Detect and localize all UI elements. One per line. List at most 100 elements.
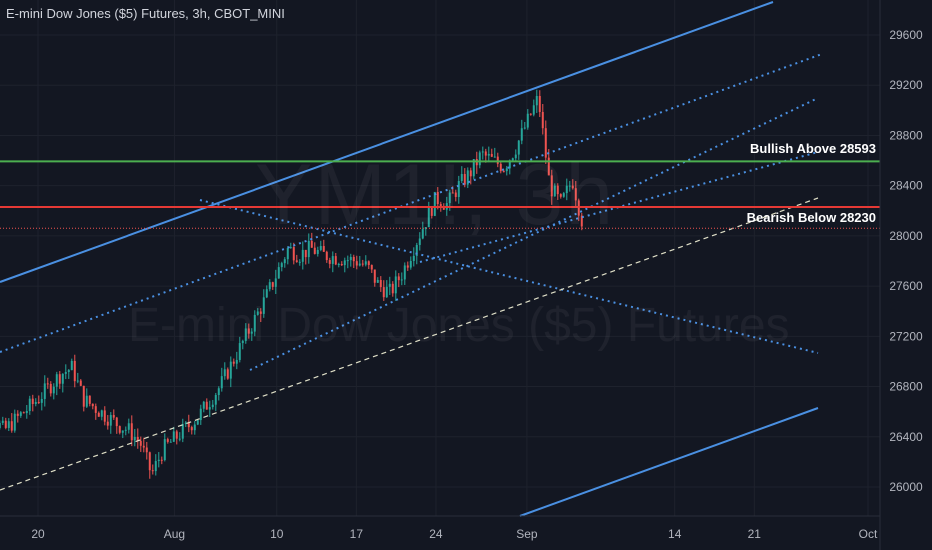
candle-body: [214, 394, 217, 405]
candle-body: [280, 263, 283, 268]
candle-body: [361, 263, 364, 265]
candle-body: [397, 276, 400, 281]
candle-body: [451, 192, 454, 194]
x-tick-label: 17: [350, 527, 364, 541]
candle-body: [544, 128, 547, 158]
candle-body: [502, 171, 505, 173]
y-tick-label: 28800: [889, 128, 923, 142]
candle-body: [538, 96, 541, 112]
candle-body: [61, 373, 64, 384]
candle-body: [175, 431, 178, 439]
candle-body: [235, 359, 238, 364]
candle-body: [442, 207, 445, 210]
candle-body: [385, 286, 388, 298]
candle-body: [220, 376, 223, 389]
candle-body: [70, 360, 73, 371]
y-tick-label: 29600: [889, 28, 923, 42]
candle-body: [457, 181, 460, 197]
candle-body: [421, 229, 424, 239]
candle-body: [238, 343, 241, 360]
candle-body: [334, 256, 337, 265]
candle-body: [91, 403, 94, 407]
lower-channel-line: [519, 407, 819, 517]
candle-body: [169, 441, 172, 443]
candle-body: [577, 200, 580, 216]
candle-body: [10, 421, 13, 431]
candle-body: [373, 269, 376, 283]
candle-body: [514, 154, 517, 159]
x-tick-label: Aug: [164, 527, 185, 541]
candles: [0, 89, 583, 479]
candle-body: [229, 361, 232, 379]
price-axis: 29600 29200 28800 28400 28000 27600 27200 26800…: [879, 0, 932, 550]
y-tick-label: 28000: [889, 229, 923, 243]
candle-body: [394, 276, 397, 294]
candle-body: [355, 261, 358, 266]
candle-body: [226, 369, 229, 379]
candle-body: [580, 215, 583, 227]
candle-body: [157, 459, 160, 462]
candle-body: [511, 158, 514, 161]
y-tick-label: 27600: [889, 279, 923, 293]
candle-body: [193, 424, 196, 431]
candle-body: [490, 153, 493, 157]
candle-body: [151, 470, 154, 472]
candle-body: [571, 185, 574, 189]
candle-body: [574, 188, 577, 201]
candle-body: [313, 247, 316, 254]
candle-body: [112, 415, 115, 418]
candle-body: [526, 113, 529, 128]
candle-body: [262, 297, 265, 314]
candle-body: [76, 380, 79, 382]
candle-body: [403, 265, 406, 280]
candle-body: [364, 261, 367, 265]
candle-body: [499, 163, 502, 172]
candle-body: [259, 311, 262, 314]
candle-body: [481, 151, 484, 153]
candle-body: [268, 282, 271, 290]
watermark-symbol: YM1!, 3h: [255, 147, 616, 243]
candle-body: [454, 192, 457, 197]
candle-body: [37, 402, 40, 404]
candle-body: [109, 415, 112, 426]
upper-channel-line: [0, 1, 774, 283]
candle-body: [31, 398, 34, 404]
candle-body: [340, 264, 343, 266]
candle-body: [283, 259, 286, 264]
candle-body: [427, 207, 430, 228]
candle-body: [559, 194, 562, 197]
candle-body: [247, 328, 250, 334]
candle-body: [493, 156, 496, 158]
candle-body: [67, 370, 70, 372]
candle-body: [253, 314, 256, 332]
x-tick-label: Oct: [859, 527, 878, 541]
x-tick-label: 10: [270, 527, 284, 541]
candle-body: [199, 408, 202, 421]
candle-body: [136, 436, 139, 441]
time-axis: 20 Aug 10 17 24 Sep 14 21 Oct: [0, 515, 880, 541]
dotted-cross-line: [199, 199, 819, 354]
candle-body: [106, 421, 109, 426]
candle-body: [202, 401, 205, 409]
candle-body: [208, 407, 211, 410]
candle-body: [553, 185, 556, 197]
candle-body: [271, 282, 274, 287]
candle-body: [130, 423, 133, 441]
candle-body: [547, 157, 550, 176]
candle-body: [25, 410, 28, 414]
bullish-annotation: Bullish Above 28593: [750, 141, 876, 156]
trendlines: [0, 1, 823, 517]
candle-body: [52, 386, 55, 394]
candle-body: [568, 185, 571, 187]
candle-body: [562, 193, 565, 197]
candle-body: [496, 156, 499, 164]
candle-body: [505, 168, 508, 172]
candle-body: [304, 249, 307, 258]
candle-body: [97, 412, 100, 417]
candle-body: [400, 279, 403, 281]
candle-body: [310, 240, 313, 248]
candle-body: [205, 401, 208, 410]
candle-body: [121, 430, 124, 433]
y-tick-label: 26000: [889, 480, 923, 494]
